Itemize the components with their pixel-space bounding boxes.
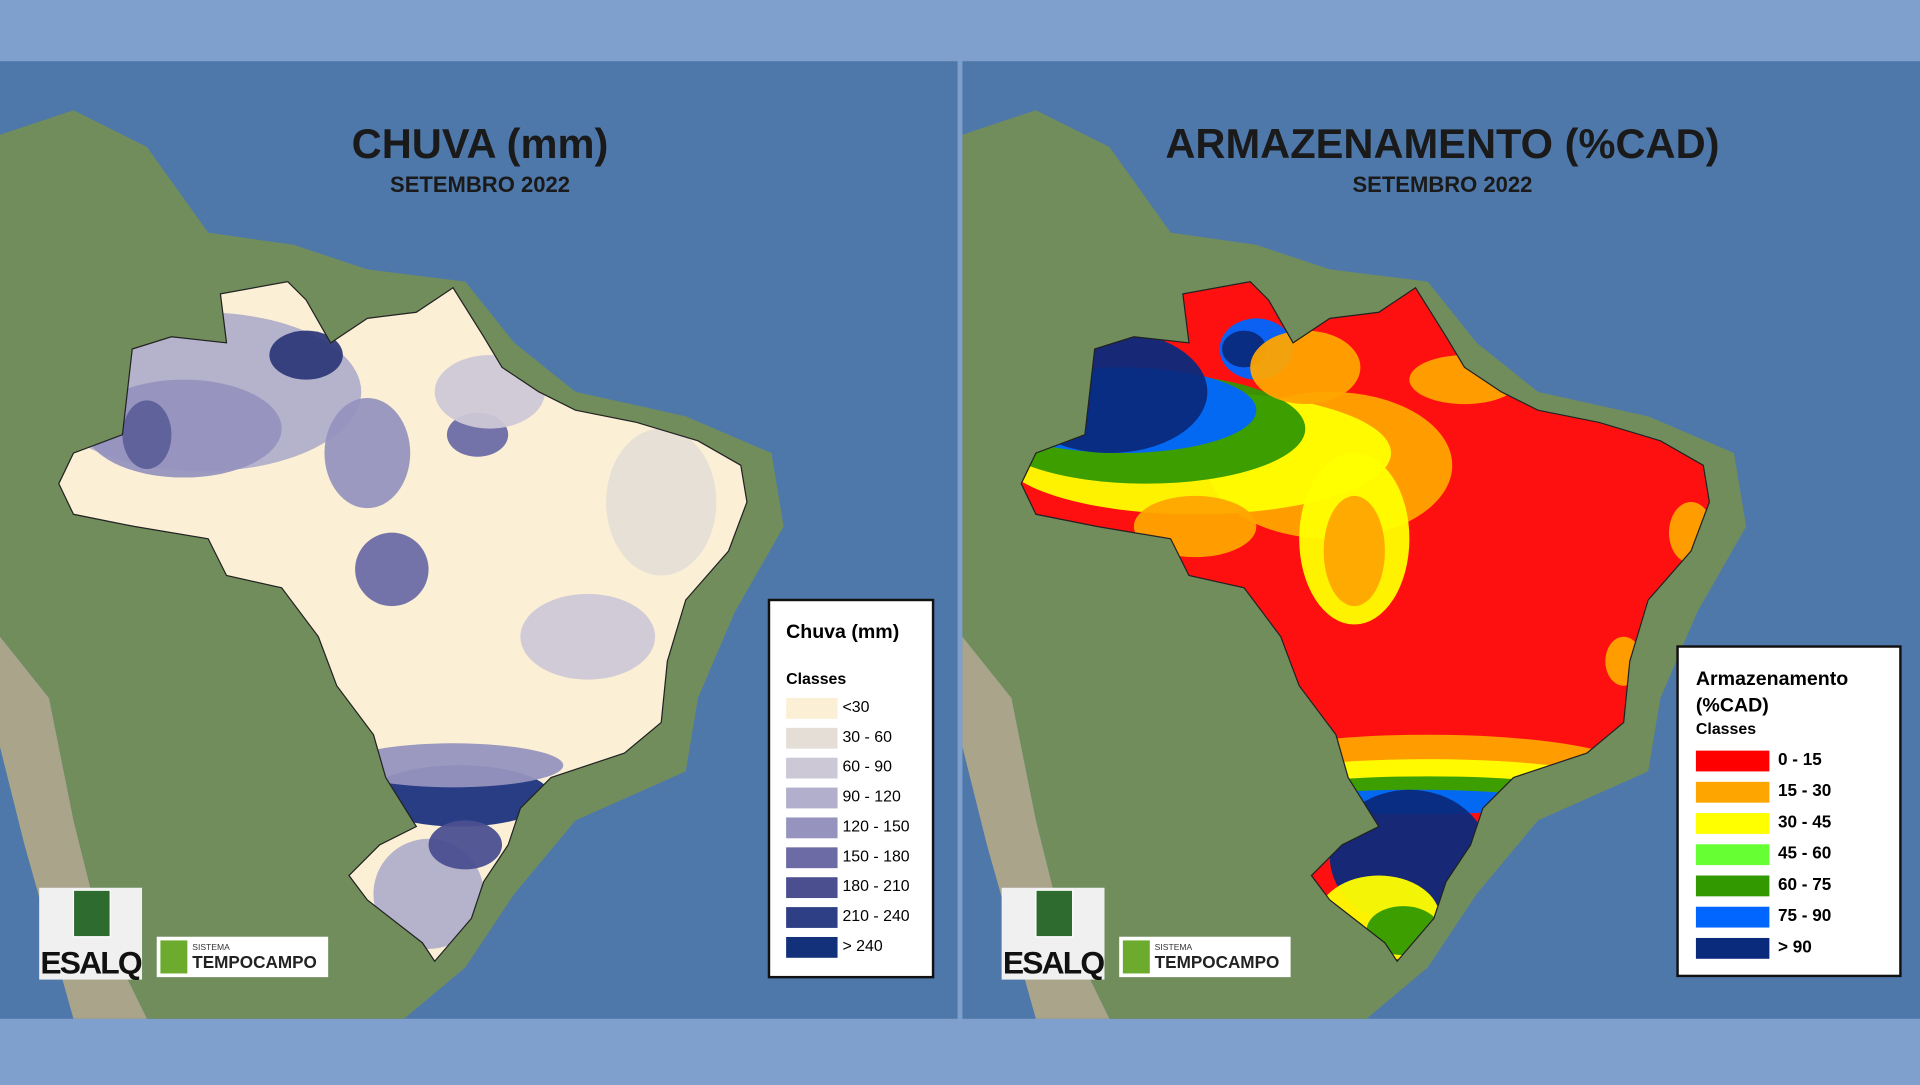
legend-subtitle: Classes (786, 671, 846, 688)
legend-label: 0 - 15 (1778, 749, 1822, 769)
legend-title: Armazenamento (1696, 668, 1848, 690)
legend-swatch (1695, 813, 1770, 834)
tempocampo-text: TEMPOCAMPO (1155, 952, 1280, 972)
legend-swatch (786, 907, 838, 928)
legend-swatch (786, 936, 838, 958)
tempocampo-text: TEMPOCAMPO (192, 952, 317, 972)
legend-subtitle: Classes (1696, 721, 1756, 738)
legend-swatch (786, 697, 838, 719)
esalq-text: ESALQ (1003, 944, 1105, 980)
land-andes (962, 636, 1110, 1019)
legend-title: (%CAD) (1696, 695, 1769, 717)
legend-label: <30 (842, 699, 869, 716)
esalq-shield (1035, 889, 1074, 938)
legend-swatch (786, 817, 838, 839)
zone (520, 593, 656, 680)
zone (355, 532, 429, 607)
legend-title: Chuva (mm) (786, 621, 899, 643)
legend-swatch (1695, 875, 1770, 897)
map-title: ARMAZENAMENTO (%CAD) (1165, 120, 1719, 167)
map-panel: CHUVA (mm) SETEMBRO 2022 Chuva (mm) Classes… (0, 61, 958, 1019)
esalq-text: ESALQ (40, 944, 142, 980)
esalq-shield (72, 889, 111, 938)
tempocampo-icon (160, 940, 188, 974)
legend-label: 210 - 240 (842, 908, 909, 925)
legend-swatch (1695, 781, 1770, 803)
legend-swatch (1695, 844, 1770, 866)
zone (324, 397, 411, 509)
map-subtitle: SETEMBRO 2022 (390, 172, 570, 197)
legend-label: 75 - 90 (1778, 905, 1831, 925)
zone (428, 820, 503, 870)
zone (606, 428, 717, 576)
map-panel: ARMAZENAMENTO (%CAD) SETEMBRO 2022 Armazen… (962, 61, 1920, 1019)
land-andes (0, 636, 147, 1019)
legend-label: 150 - 180 (842, 848, 909, 865)
map-subtitle: SETEMBRO 2022 (1352, 172, 1532, 197)
legend-swatch (786, 847, 838, 869)
legend-label: 15 - 30 (1778, 780, 1831, 800)
legend-label: 30 - 45 (1778, 811, 1832, 831)
legend-label: 60 - 75 (1778, 874, 1832, 894)
legend-label: 120 - 150 (842, 818, 909, 835)
zone (1250, 330, 1361, 405)
map-title: CHUVA (mm) (352, 120, 609, 167)
legend-label: > 90 (1778, 936, 1812, 956)
legend-swatch (786, 757, 838, 779)
legend-label: 90 - 120 (842, 789, 901, 806)
legend-swatch (1695, 937, 1770, 959)
legend-label: 45 - 60 (1778, 843, 1831, 863)
legend-label: > 240 (842, 938, 882, 955)
zone (1323, 495, 1385, 607)
legend-label: 60 - 90 (842, 759, 892, 776)
tempocampo-icon (1122, 940, 1150, 974)
sistema-text: SISTEMA (1155, 942, 1193, 952)
brazil-border (58, 280, 748, 963)
zone (122, 400, 172, 469)
sistema-text: SISTEMA (192, 942, 230, 952)
zone (269, 330, 343, 380)
legend-swatch (1695, 750, 1770, 772)
legend-swatch (786, 787, 838, 809)
brazil-border (1020, 280, 1711, 963)
legend-swatch (786, 727, 838, 749)
legend-swatch (786, 877, 838, 899)
legend-label: 180 - 210 (842, 878, 909, 895)
legend-swatch (1695, 906, 1770, 928)
zone (342, 743, 564, 788)
legend-label: 30 - 60 (842, 729, 892, 746)
